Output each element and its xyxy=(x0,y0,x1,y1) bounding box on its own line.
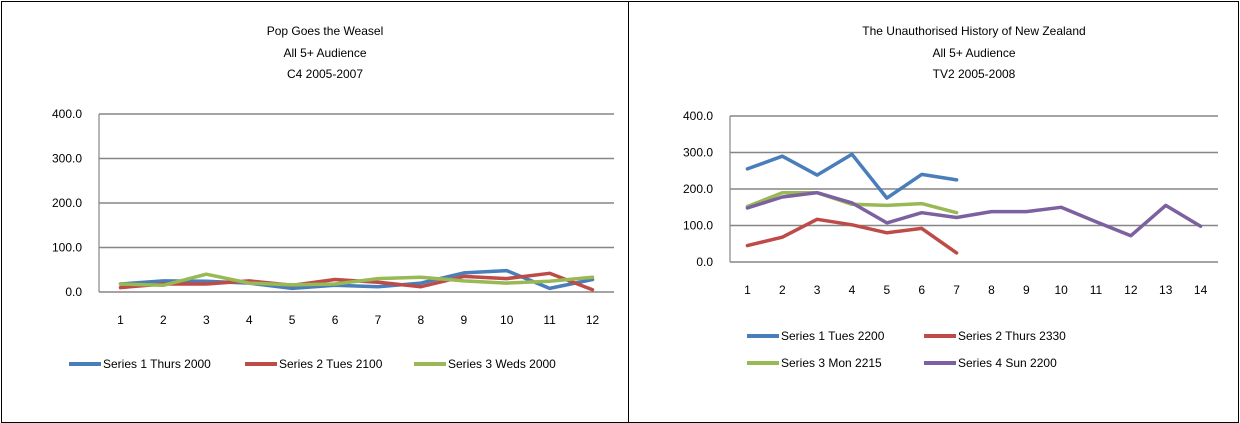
y-tick-label: 300.0 xyxy=(52,152,82,166)
y-tick-label: 0.0 xyxy=(696,255,713,269)
series-line-1 xyxy=(745,152,959,200)
chart-title-line: C4 2005-2007 xyxy=(287,67,363,81)
x-tick-label: 2 xyxy=(779,283,786,297)
chart-title-line: Pop Goes the Weasel xyxy=(267,24,384,38)
legend-label: Series 1 Thurs 2000 xyxy=(103,357,211,371)
y-tick-label: 200.0 xyxy=(683,182,713,196)
chart-title-line: All 5+ Audience xyxy=(932,46,1015,60)
series-line-3 xyxy=(118,272,595,288)
x-tick-label: 10 xyxy=(500,313,514,327)
x-tick-label: 5 xyxy=(884,283,891,297)
x-tick-label: 10 xyxy=(1054,283,1068,297)
y-tick-label: 100.0 xyxy=(52,241,82,255)
series-line-1 xyxy=(118,268,595,291)
x-tick-label: 12 xyxy=(586,313,600,327)
chart-panel-right: The Unauthorised History of New Zealand A… xyxy=(628,1,1239,423)
y-tick-label: 400.0 xyxy=(52,107,82,121)
series-line-2 xyxy=(745,217,959,255)
x-tick-label: 14 xyxy=(1194,283,1208,297)
x-tick-label: 4 xyxy=(246,313,253,327)
y-tick-label: 200.0 xyxy=(52,196,82,210)
legend-label: Series 2 Tues 2100 xyxy=(279,357,383,371)
x-tick-label: 9 xyxy=(460,313,467,327)
y-tick-label: 300.0 xyxy=(683,146,713,160)
x-tick-label: 7 xyxy=(375,313,382,327)
y-tick-label: 100.0 xyxy=(683,219,713,233)
x-tick-label: 11 xyxy=(543,313,556,327)
x-tick-label: 2 xyxy=(160,313,167,327)
chart-title-line: TV2 2005-2008 xyxy=(933,67,1016,81)
chart-title-line: All 5+ Audience xyxy=(283,46,366,60)
y-tick-label: 400.0 xyxy=(683,109,713,123)
x-tick-label: 5 xyxy=(289,313,296,327)
legend-label: Series 3 Weds 2000 xyxy=(448,357,556,371)
x-tick-label: 6 xyxy=(918,283,925,297)
x-tick-label: 8 xyxy=(988,283,995,297)
x-tick-label: 1 xyxy=(117,313,124,327)
x-tick-label: 13 xyxy=(1159,283,1173,297)
x-tick-label: 4 xyxy=(849,283,856,297)
x-tick-label: 12 xyxy=(1124,283,1138,297)
legend-label: Series 1 Tues 2200 xyxy=(781,329,885,343)
legend-label: Series 2 Thurs 2330 xyxy=(958,329,1066,343)
legend-label: Series 3 Mon 2215 xyxy=(781,356,882,370)
x-tick-label: 3 xyxy=(814,283,821,297)
chart-title-line: The Unauthorised History of New Zealand xyxy=(862,24,1085,38)
y-tick-label: 0.0 xyxy=(65,285,82,299)
x-tick-label: 9 xyxy=(1023,283,1030,297)
x-tick-label: 1 xyxy=(744,283,751,297)
legend-label: Series 4 Sun 2200 xyxy=(958,356,1057,370)
x-tick-label: 11 xyxy=(1090,283,1103,297)
x-tick-label: 7 xyxy=(953,283,960,297)
x-tick-label: 3 xyxy=(203,313,210,327)
chart-right: The Unauthorised History of New Zealand A… xyxy=(683,24,1218,370)
x-tick-label: 8 xyxy=(418,313,425,327)
series-line-4 xyxy=(745,190,1203,238)
chart-panel-left: Pop Goes the Weasel All 5+ Audience C4 200… xyxy=(1,1,629,423)
x-tick-label: 6 xyxy=(332,313,339,327)
chart-left: Pop Goes the Weasel All 5+ Audience C4 200… xyxy=(52,24,614,371)
